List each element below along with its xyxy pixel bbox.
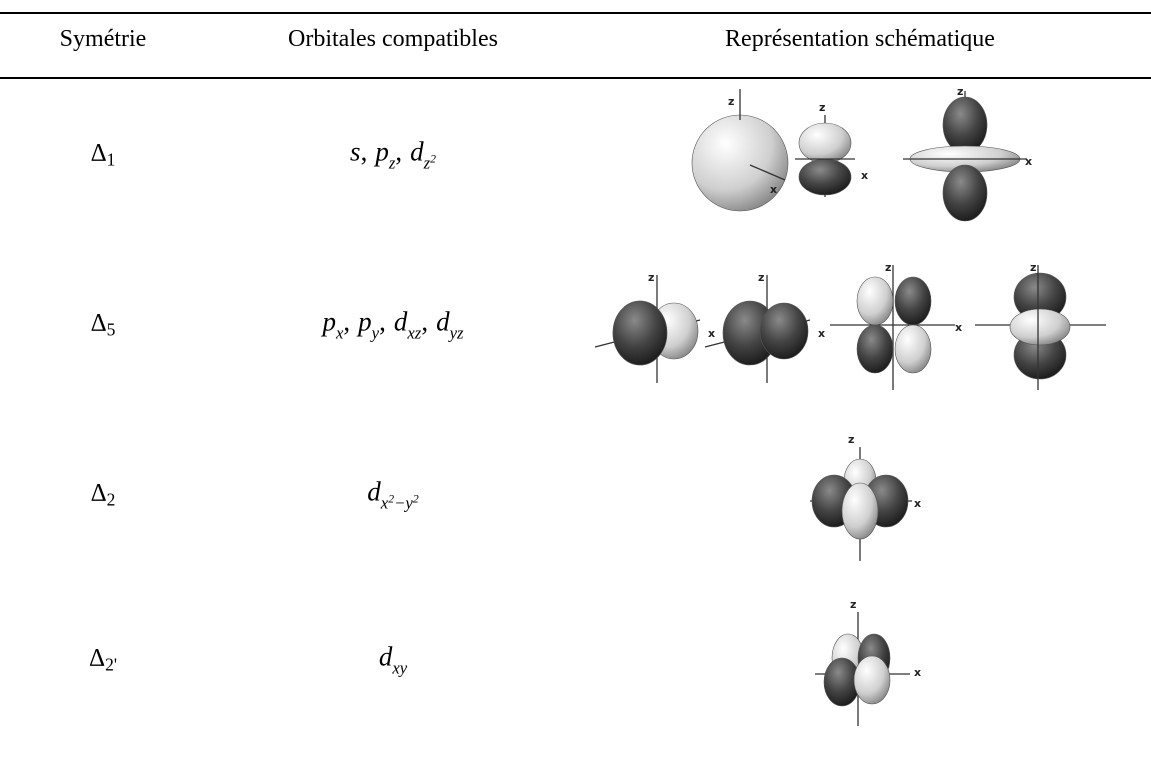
orbital-letter: d: [378, 641, 393, 672]
superscript-text: 2: [412, 491, 419, 505]
axis-label: z: [819, 101, 825, 114]
axis-label: z: [648, 271, 654, 284]
orbital-diagram: zx: [810, 433, 921, 561]
orbital-lobe: [942, 96, 988, 154]
axis-label: x: [914, 666, 921, 679]
separator: ,: [379, 306, 386, 337]
orbital-subscript: x: [336, 323, 343, 342]
orbital-diagram: zx: [795, 101, 868, 197]
axis-label: z: [1030, 261, 1036, 274]
orbital-letter: d: [393, 306, 408, 337]
axis-line: [749, 164, 786, 181]
orbital-letter: s: [350, 136, 361, 167]
orbital-subscript: xy: [392, 658, 407, 677]
orbital-lobe: [1009, 308, 1071, 346]
subscript-text: z: [388, 153, 396, 173]
symmetry-index: 2: [106, 489, 116, 510]
orbital-subscript: z: [389, 153, 396, 172]
superscript-text: 2: [430, 151, 436, 165]
orbital-diagram: zx: [594, 271, 715, 383]
orbital-diagram: z: [975, 261, 1106, 390]
symmetry-cell: Δ2: [91, 479, 116, 510]
symmetry-index: 5: [106, 319, 116, 340]
orbital-diagram: zx: [903, 85, 1032, 222]
orbital-lobe: [759, 302, 809, 360]
column-header: Orbitales compatibles: [288, 26, 498, 52]
orbital-letter: p: [322, 306, 336, 337]
axis-label: x: [1025, 155, 1032, 168]
separator: ,: [395, 136, 403, 167]
axis-label: z: [758, 271, 764, 284]
top-rule: [0, 12, 1151, 14]
orbital-lobe: [841, 482, 879, 540]
separator: ,: [360, 136, 368, 167]
axis-label: x: [770, 183, 777, 196]
symmetry-letter: Δ: [90, 309, 107, 337]
orbital-subscript: yz: [450, 323, 464, 342]
orbitals-cell: px, py, dxz, dyz: [322, 307, 463, 344]
orbital-lobe: [856, 276, 894, 326]
subscript-text: z: [423, 153, 431, 173]
orbital-subscript: xz: [407, 323, 421, 342]
orbital-lobe: [612, 300, 668, 366]
orbital-letter: p: [375, 136, 389, 167]
orbital-letter: d: [436, 306, 450, 337]
orbital-diagram: zx: [691, 89, 789, 212]
orbital-lobe: [942, 164, 988, 222]
orbital-subscript: z2: [423, 151, 436, 173]
orbital-letter: d: [367, 476, 381, 507]
symmetry-cell: Δ5: [91, 309, 116, 340]
orbitals-cell: dx2−y2: [367, 477, 418, 514]
orbital-subscript: y: [372, 323, 379, 342]
orbital-letter: d: [410, 136, 424, 167]
orbital-lobe: [894, 276, 932, 326]
orbitals-cell: dxy: [379, 642, 407, 679]
subscript-text: yz: [449, 323, 464, 343]
orbital-lobe: [853, 655, 891, 705]
axis-label: z: [885, 261, 891, 274]
symmetry-index: 2': [105, 654, 117, 675]
symmetry-index: 1: [106, 149, 116, 170]
orbital-lobe: [798, 158, 852, 196]
axis-label: x: [818, 327, 825, 340]
axis-label: x: [861, 169, 868, 182]
subscript-text: −y: [394, 493, 413, 513]
orbital-subscript: x2−y2: [380, 491, 419, 513]
axis-label: z: [850, 598, 856, 611]
header-rule: [0, 77, 1151, 79]
orbital-diagram: zx: [830, 261, 962, 390]
orbital-lobe: [798, 122, 852, 164]
axis-label: z: [728, 95, 734, 108]
orbital-lobe: [856, 324, 894, 374]
superscript-text: 2: [388, 491, 395, 505]
symmetry-letter: Δ: [90, 139, 107, 167]
subscript-text: xz: [407, 323, 422, 343]
subscript-text: y: [371, 323, 380, 343]
symmetry-cell: Δ1: [91, 139, 116, 170]
orbital-lobe: [894, 324, 932, 374]
symmetry-letter: Δ: [90, 479, 107, 507]
orbital-diagram: zx: [704, 271, 825, 383]
symmetry-cell: Δ2': [89, 644, 117, 675]
separator: ,: [343, 306, 351, 337]
axis-label: x: [955, 321, 962, 334]
subscript-text: x: [335, 323, 344, 343]
separator: ,: [421, 306, 429, 337]
orbital-letter: p: [358, 306, 372, 337]
column-header: Symétrie: [59, 26, 147, 52]
symmetry-letter: Δ: [89, 644, 106, 672]
orbital-diagram: zx: [815, 598, 921, 726]
subscript-text: xy: [392, 658, 408, 678]
axis-label: x: [914, 497, 921, 510]
orbitals-cell: s, pz, dz2: [350, 137, 436, 174]
column-header: Représentation schématique: [725, 26, 995, 52]
axis-label: z: [848, 433, 854, 446]
axis-label: x: [708, 327, 715, 340]
subscript-text: x: [380, 493, 389, 513]
axis-label: z: [957, 85, 963, 98]
